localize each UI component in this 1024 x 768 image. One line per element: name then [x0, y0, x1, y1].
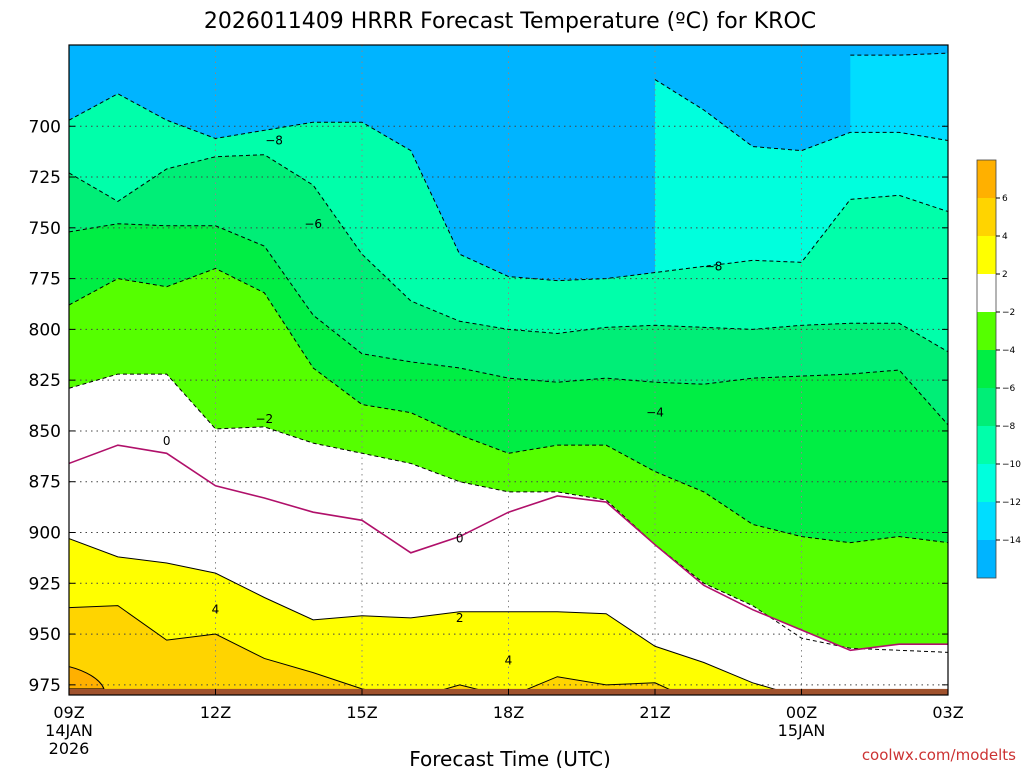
x-tick-date: 14JAN [45, 721, 93, 740]
y-tick-label: 900 [29, 524, 61, 544]
y-tick-label: 850 [29, 422, 61, 442]
x-tick-label: 15Z [346, 703, 377, 722]
x-tick-year: 2026 [49, 739, 90, 758]
y-tick-label: 950 [29, 625, 61, 645]
colorbar-frame [976, 159, 997, 579]
y-tick-label: 725 [29, 168, 61, 188]
colorbar-label: 2 [1002, 270, 1008, 280]
credit-text: coolwx.com/modelts [862, 746, 1016, 764]
colorbar-swatch [977, 274, 996, 312]
colorbar-swatch [977, 312, 996, 350]
y-tick-label: 975 [29, 676, 61, 696]
colorbar-swatch [977, 198, 996, 236]
colorbar-swatch [977, 426, 996, 464]
colorbar-swatch [977, 540, 996, 578]
x-tick-label: 21Z [639, 703, 670, 722]
contour-label: 0 [456, 532, 464, 546]
y-tick-label: 700 [29, 117, 61, 137]
isotherm-t_minus10 [69, 93, 948, 282]
y-tick-label: 775 [29, 270, 61, 290]
isotherm-t_minus4 [69, 267, 948, 544]
x-tick-label: 18Z [493, 703, 524, 722]
grid-lines [69, 45, 948, 695]
y-axis-ticks: 700 725 750 775 800 825 850 875 900 925 950 975 [29, 117, 948, 696]
filled-contours [69, 45, 948, 695]
isotherm-t_minus2 [69, 373, 948, 653]
isotherm-t_minus14 [850, 52, 948, 56]
contour-label: 0 [163, 434, 171, 448]
isotherm-t_minus12 [654, 79, 948, 152]
contour-label: −6 [304, 217, 322, 231]
y-tick-label: 800 [29, 320, 61, 340]
contour-label: −2 [255, 412, 273, 426]
colorbar-label: −4 [1002, 346, 1016, 356]
colorbar-swatch [977, 160, 996, 198]
contour-label: 4 [212, 603, 220, 617]
colorbar-swatch [977, 350, 996, 388]
colorbar-label: −12 [1002, 498, 1021, 508]
colorbar-swatch [977, 464, 996, 502]
x-tick-date: 15JAN [778, 721, 826, 740]
contour-label: −8 [265, 133, 283, 147]
colorbar-label: 4 [1002, 232, 1008, 242]
contour-label: −4 [646, 406, 664, 420]
x-axis-label: Forecast Time (UTC) [409, 747, 611, 768]
colorbar-swatch [977, 236, 996, 274]
fill-band-t_4 [69, 605, 682, 695]
contour-label: 2 [456, 611, 464, 625]
isotherm-t_4 [69, 605, 683, 695]
isotherm-lines [69, 52, 948, 695]
colorbar-label: −8 [1002, 422, 1016, 432]
contour-label: −8 [705, 259, 723, 273]
colorbar-label: 6 [1002, 194, 1008, 204]
colorbar-label: −10 [1002, 460, 1021, 470]
colorbar-swatch [977, 502, 996, 540]
colorbar-label: −2 [1002, 308, 1015, 318]
colorbar-label: −14 [1002, 536, 1021, 546]
isotherm-t_minus6 [69, 223, 948, 426]
plot-area [69, 45, 948, 695]
contour-labels: −8 −6 −8 −4 −2 0 0 2 4 4 [163, 133, 723, 667]
isotherm-t_0 [69, 444, 948, 652]
y-tick-label: 875 [29, 473, 61, 493]
y-tick-label: 925 [29, 574, 61, 594]
x-tick-label: 12Z [200, 703, 231, 722]
colorbar-swatch [977, 388, 996, 426]
fill-band-above-6 [69, 666, 105, 690]
chart-title: 2026011409 HRRR Forecast Temperature (ºC… [204, 9, 816, 34]
x-tick-label: 09Z [53, 703, 84, 722]
x-tick-label: 00Z [786, 703, 817, 722]
colorbar: 6 4 2 −2 −4 −6 −8 −10 −12 −14 [976, 159, 1021, 579]
isotherm-t_2 [69, 538, 797, 695]
contour-label: 4 [505, 653, 513, 667]
isotherm-t_minus8 [69, 154, 948, 353]
y-tick-label: 825 [29, 371, 61, 391]
colorbar-label: −6 [1002, 384, 1016, 394]
y-tick-label: 750 [29, 219, 61, 239]
x-tick-label: 03Z [932, 703, 963, 722]
